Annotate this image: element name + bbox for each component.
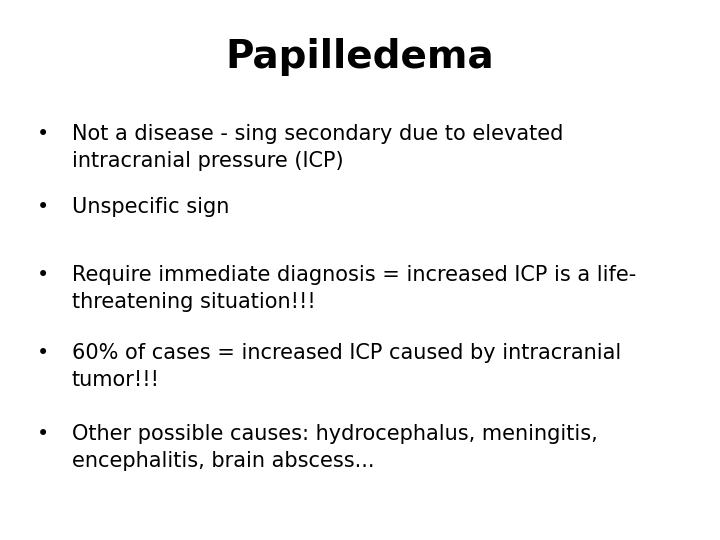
- Text: Other possible causes: hydrocephalus, meningitis,
encephalitis, brain abscess...: Other possible causes: hydrocephalus, me…: [72, 424, 598, 471]
- Text: •: •: [37, 265, 50, 285]
- Text: •: •: [37, 124, 50, 144]
- Text: Not a disease - sing secondary due to elevated
intracranial pressure (ICP): Not a disease - sing secondary due to el…: [72, 124, 563, 171]
- Text: •: •: [37, 197, 50, 217]
- Text: Require immediate diagnosis = increased ICP is a life-
threatening situation!!!: Require immediate diagnosis = increased …: [72, 265, 636, 312]
- Text: 60% of cases = increased ICP caused by intracranial
tumor!!!: 60% of cases = increased ICP caused by i…: [72, 343, 621, 390]
- Text: •: •: [37, 343, 50, 363]
- Text: Unspecific sign: Unspecific sign: [72, 197, 230, 217]
- Text: •: •: [37, 424, 50, 444]
- Text: Papilledema: Papilledema: [225, 38, 495, 76]
